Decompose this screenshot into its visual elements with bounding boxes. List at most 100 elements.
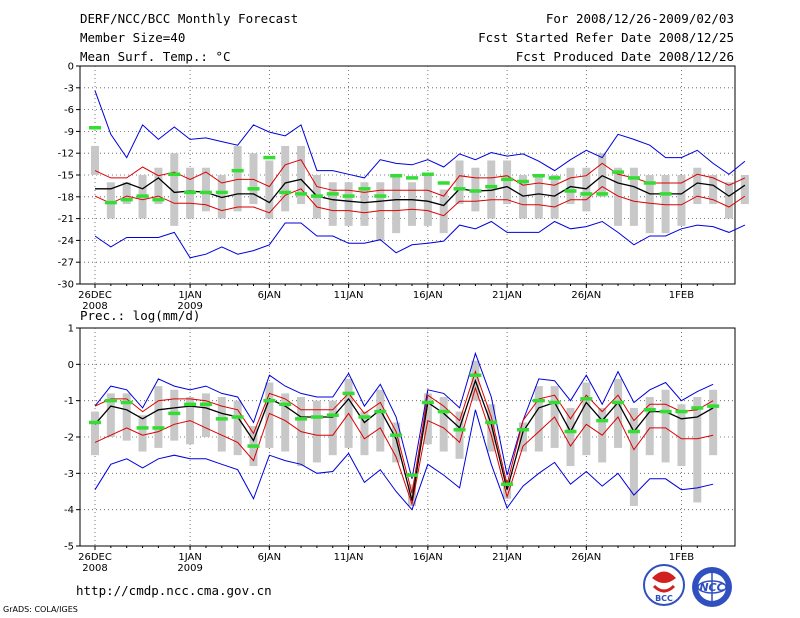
- temp-xtick-label: 1FEB: [669, 290, 694, 301]
- temp-xtick-year: 2009: [177, 301, 202, 312]
- prec-xtick-label: 11JAN: [334, 552, 364, 563]
- temp-member-box: [360, 182, 369, 226]
- temp-member-box: [439, 189, 448, 234]
- prec-xtick-label: 26JAN: [571, 552, 601, 563]
- temp-xtick-label: 6JAN: [258, 290, 281, 301]
- prec-xtick-label: 1JAN: [178, 552, 201, 563]
- prec-xtick-label: 26DEC: [78, 552, 112, 563]
- prec-max-line: [94, 351, 714, 479]
- temp-xtick-label: 11JAN: [334, 290, 364, 301]
- prec-member-box: [582, 382, 591, 456]
- temp-member-box: [249, 153, 258, 205]
- prec-min-line: [94, 409, 714, 511]
- temp-ytick-label: -30: [58, 280, 74, 291]
- prec-member-box: [376, 389, 385, 452]
- prec-xtick-label: 16JAN: [413, 552, 443, 563]
- prec-member-box: [645, 397, 654, 456]
- variable-label-temperature: Mean Surf. Temp.: °C: [80, 49, 231, 64]
- prec-ytick-label: -1: [64, 396, 74, 407]
- footer-credit: GrADS: COLA/IGES: [3, 605, 78, 614]
- temp-member-box: [566, 167, 575, 205]
- prec-member-box: [487, 404, 496, 452]
- prec-ytick-label: -4: [64, 505, 74, 516]
- temp-member-box: [740, 175, 749, 205]
- temp-ytick-label: -15: [58, 171, 74, 182]
- temp-max-line: [94, 90, 746, 179]
- prec-member-box: [122, 393, 131, 441]
- prec-member-box: [661, 389, 670, 463]
- prec-xtick-label: 1FEB: [669, 552, 694, 563]
- prec-member-box: [709, 389, 718, 456]
- forecast-produced-date: Fcst Produced Date 2008/12/26: [515, 49, 734, 64]
- temp-member-box: [106, 182, 115, 219]
- temp-member-box: [503, 160, 512, 205]
- temp-member-box: [550, 175, 559, 219]
- temp-member-box: [392, 175, 401, 234]
- member-size-label: Member Size=40: [80, 30, 186, 45]
- temp-member-box: [344, 182, 353, 226]
- temp-member-box: [645, 175, 654, 234]
- temp-member-box: [217, 175, 226, 219]
- temp-member-box: [91, 145, 99, 175]
- prec-member-box: [106, 393, 115, 437]
- temp-member-box: [582, 167, 591, 212]
- prec-xtick-year: 2009: [177, 563, 202, 574]
- prec-member-box: [91, 411, 99, 456]
- temp-xtick-label: 26DEC: [78, 290, 112, 301]
- temp-lower-spread-line: [94, 185, 746, 217]
- prec-member-box: [455, 411, 464, 459]
- prec-xtick-year: 2008: [82, 563, 107, 574]
- temp-xtick-year: 2008: [82, 301, 107, 312]
- temp-ytick-label: -12: [58, 149, 74, 160]
- prec-member-box: [408, 484, 416, 507]
- temp-member-box: [297, 145, 306, 205]
- temp-member-box: [661, 175, 670, 234]
- temp-member-box: [629, 167, 638, 226]
- variable-label-precipitation: Prec.: log(mm/d): [80, 308, 200, 323]
- temp-member-box: [614, 167, 623, 226]
- prec-member-box: [154, 386, 163, 448]
- temp-member-box: [725, 182, 733, 219]
- temp-member-box: [693, 167, 702, 205]
- temp-ytick-label: -6: [64, 105, 74, 116]
- prec-member-box: [217, 397, 226, 452]
- footer-url[interactable]: http://cmdp.ncc.cma.gov.cn: [76, 583, 272, 598]
- temp-member-box: [455, 160, 464, 205]
- prec-ytick-label: 0: [68, 360, 74, 371]
- temp-member-box: [281, 145, 290, 212]
- prec-ytick-label: -3: [64, 469, 74, 480]
- prec-lower-spread-line: [94, 386, 714, 507]
- prec-member-box: [201, 393, 210, 437]
- temp-member-box: [534, 175, 543, 219]
- prec-member-box: [534, 386, 543, 452]
- prec-member-box: [566, 407, 575, 467]
- temp-xtick-label: 16JAN: [413, 290, 443, 301]
- prec-member-box: [281, 393, 290, 452]
- temp-member-box: [408, 182, 416, 226]
- temp-member-box: [154, 167, 163, 205]
- prec-member-box: [677, 404, 686, 467]
- prec-member-box: [328, 400, 337, 456]
- temp-ytick-label: -21: [58, 214, 74, 225]
- prec-member-box: [312, 400, 321, 463]
- temp-xtick-label: 26JAN: [571, 290, 601, 301]
- prec-xtick-label: 6JAN: [258, 552, 281, 563]
- prec-member-box: [138, 415, 147, 452]
- prec-member-box: [265, 382, 274, 448]
- temp-ytick-label: -3: [64, 83, 74, 94]
- temp-member-box: [328, 182, 337, 226]
- temp-member-box: [423, 175, 432, 226]
- temp-ytick-label: -9: [64, 127, 74, 138]
- prec-member-box: [629, 407, 638, 507]
- prec-member-box: [614, 378, 623, 448]
- temp-member-box: [122, 182, 131, 205]
- prec-ensemble-mean-line: [94, 378, 714, 501]
- prec-member-box: [439, 397, 448, 452]
- temp-member-box: [677, 175, 686, 226]
- temp-member-box: [709, 175, 718, 205]
- prec-member-box: [392, 422, 401, 463]
- prec-member-box: [233, 400, 242, 456]
- prec-ytick-label: 1: [68, 324, 74, 335]
